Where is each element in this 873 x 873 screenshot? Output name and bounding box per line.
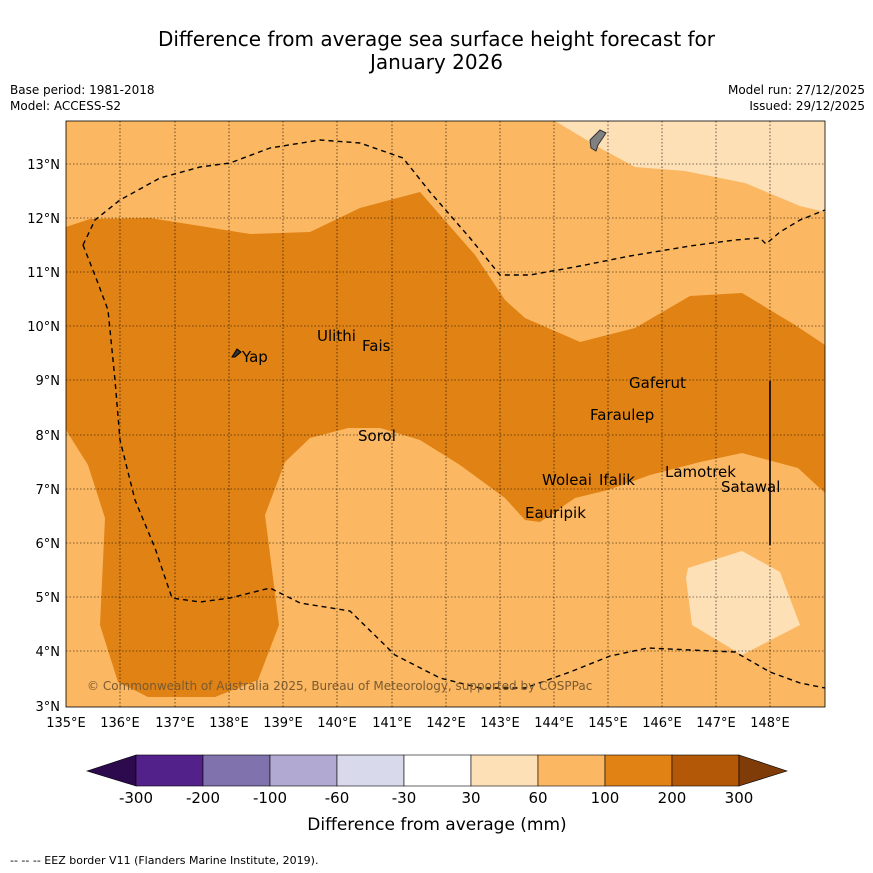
- lat-label: 9°N: [36, 374, 61, 389]
- lat-label: 12°N: [27, 212, 60, 227]
- colorbar-swatch: [604, 754, 673, 787]
- contour-30-60-south: [686, 551, 800, 655]
- title-line-2: January 2026: [369, 50, 504, 74]
- lon-label: 146°E: [642, 716, 682, 731]
- lon-label: 142°E: [426, 716, 466, 731]
- eez-border-west: [82, 244, 825, 689]
- lat-label: 6°N: [36, 537, 61, 552]
- lat-label: 8°N: [36, 429, 61, 444]
- colorbar-swatch: [269, 754, 338, 787]
- colorbar-tick: -30: [392, 789, 417, 807]
- latitude-axis: 13°N 12°N 11°N 10°N 9°N 8°N 7°N 6°N 5°N …: [27, 158, 60, 715]
- place-sorol: Sorol: [358, 427, 396, 445]
- footnote: -- -- -- EEZ border V11 (Flanders Marine…: [10, 854, 319, 867]
- place-woleai: Woleai: [542, 471, 592, 489]
- colorbar-swatch: [403, 754, 472, 787]
- lon-label: 144°E: [534, 716, 574, 731]
- colorbar-min-extend: [86, 754, 137, 787]
- colorbar-swatch: [470, 754, 539, 787]
- map-plot-area: Yap Ulithi Fais Gaferut Faraulep Sorol W…: [66, 121, 825, 707]
- chart-title: Difference from average sea surface heig…: [0, 28, 873, 74]
- lat-label: 3°N: [36, 700, 61, 715]
- lat-label: 7°N: [36, 483, 61, 498]
- lon-label: 141°E: [372, 716, 412, 731]
- place-satawal: Satawal: [721, 478, 780, 496]
- copyright-notice: © Commonwealth of Australia 2025, Bureau…: [87, 679, 592, 693]
- lon-label: 135°E: [46, 716, 86, 731]
- colorbar-tick: -60: [325, 789, 350, 807]
- lat-label: 11°N: [27, 266, 60, 281]
- lat-label: 13°N: [27, 158, 60, 173]
- colorbar: [86, 754, 788, 787]
- base-period: Base period: 1981-2018: [10, 83, 155, 97]
- colorbar-tick: 300: [725, 789, 754, 807]
- lon-label: 136°E: [100, 716, 140, 731]
- colorbar-tick: -300: [119, 789, 153, 807]
- place-ulithi: Ulithi: [317, 327, 356, 345]
- place-lamotrek: Lamotrek: [665, 463, 736, 481]
- lon-label: 138°E: [209, 716, 249, 731]
- place-yap: Yap: [241, 348, 268, 366]
- eez-border: [82, 139, 825, 276]
- map-frame: [65, 120, 826, 708]
- colorbar-tick: -200: [186, 789, 220, 807]
- place-eauripik: Eauripik: [525, 504, 586, 522]
- place-faraulep: Faraulep: [590, 406, 654, 424]
- lat-label: 10°N: [27, 320, 60, 335]
- lat-label: 5°N: [36, 591, 61, 606]
- base-info: Base period: 1981-2018 Model: ACCESS-S2: [10, 82, 155, 114]
- colorbar-swatch: [671, 754, 740, 787]
- yap-island: [231, 348, 242, 358]
- lon-label: 137°E: [155, 716, 195, 731]
- model-run: Model run: 27/12/2025: [727, 83, 865, 97]
- colorbar-title: Difference from average (mm): [307, 815, 566, 835]
- place-gaferut: Gaferut: [629, 374, 686, 392]
- lon-label: 148°E: [750, 716, 790, 731]
- colorbar-ticks: -300 -200 -100 -60 -30 30 60 100 200 300: [119, 789, 753, 807]
- lon-label: 140°E: [317, 716, 357, 731]
- colorbar-max-extend: [738, 754, 788, 787]
- colorbar-tick: 30: [461, 789, 480, 807]
- place-ifalik: Ifalik: [599, 471, 635, 489]
- colorbar-tick: -100: [253, 789, 287, 807]
- colorbar-swatch: [202, 754, 271, 787]
- guam-island: [589, 129, 607, 152]
- lon-label: 147°E: [696, 716, 736, 731]
- lon-label: 139°E: [263, 716, 303, 731]
- colorbar-tick: 200: [658, 789, 687, 807]
- place-fais: Fais: [362, 337, 391, 355]
- graticule: [66, 121, 825, 707]
- lon-label: 143°E: [480, 716, 520, 731]
- contour-30-60-north: [555, 121, 825, 212]
- issued-date: Issued: 29/12/2025: [749, 99, 865, 113]
- colorbar-tick: 100: [591, 789, 620, 807]
- title-line-1: Difference from average sea surface heig…: [157, 27, 716, 51]
- lat-label: 4°N: [36, 645, 61, 660]
- colorbar-swatch: [537, 754, 606, 787]
- colorbar-swatch: [336, 754, 405, 787]
- lon-label: 145°E: [588, 716, 628, 731]
- run-info: Model run: 27/12/2025 Issued: 29/12/2025: [728, 82, 865, 114]
- colorbar-swatch: [135, 754, 204, 787]
- contour-100-200: [66, 192, 825, 697]
- model-name: Model: ACCESS-S2: [10, 99, 122, 113]
- colorbar-tick: 60: [528, 789, 547, 807]
- longitude-axis: 135°E 136°E 137°E 138°E 139°E 140°E 141°…: [46, 716, 790, 731]
